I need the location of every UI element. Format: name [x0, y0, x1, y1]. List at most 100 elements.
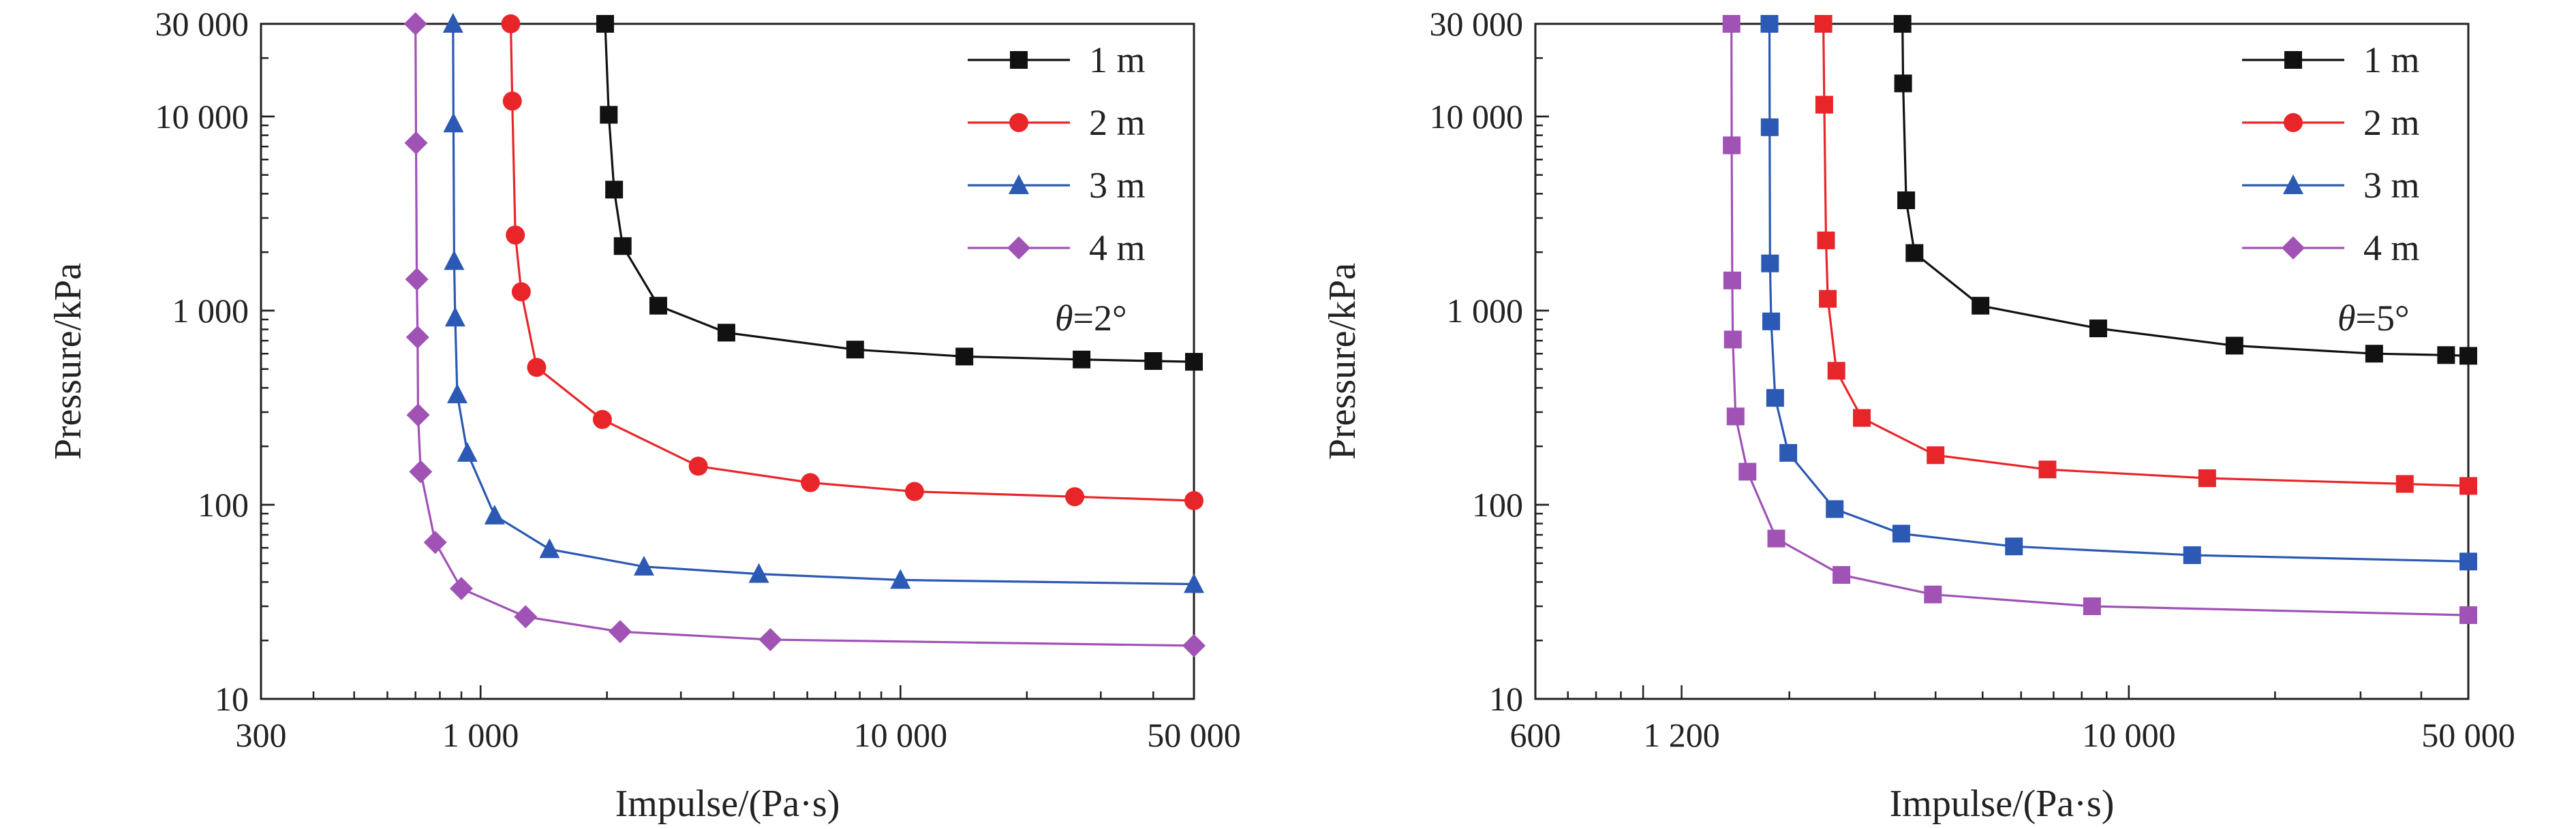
- data-point: [514, 605, 538, 629]
- data-point: [2225, 337, 2243, 355]
- data-point: [1144, 351, 1163, 370]
- data-point: [1897, 191, 1916, 210]
- series-line-4: [414, 23, 1195, 647]
- theta-symbol: θ: [1055, 298, 1073, 339]
- y-tick-label: 10: [215, 680, 249, 718]
- data-point: [2395, 475, 2414, 493]
- data-point: [1073, 350, 1091, 369]
- series-line-3: [452, 23, 1195, 586]
- data-point: [2083, 597, 2101, 616]
- data-point: [1779, 443, 1798, 462]
- data-point: [890, 569, 911, 589]
- data-point: [502, 91, 522, 111]
- legend-label: 4 m: [2363, 228, 2420, 268]
- data-point: [1723, 330, 1742, 349]
- data-point: [955, 347, 974, 366]
- data-point: [1817, 231, 1835, 249]
- data-point: [1762, 312, 1781, 330]
- data-point: [1184, 490, 1203, 510]
- angle-annotation: θ=5°: [2337, 298, 2410, 339]
- data-point: [1826, 500, 1844, 518]
- x-tick-label: 50 000: [1147, 716, 1241, 754]
- data-point: [1065, 487, 1085, 507]
- data-point: [2183, 546, 2201, 564]
- data-point: [1853, 409, 1871, 427]
- angle-annotation: θ=2°: [1055, 298, 1127, 339]
- data-point: [1819, 290, 1837, 308]
- data-point: [1767, 529, 1785, 548]
- legend-label: 3 m: [2363, 165, 2420, 206]
- x-tick-label: 1 200: [1643, 716, 1720, 754]
- legend: 1 m 2 m 3 m 4 m: [968, 40, 1146, 268]
- y-tick-label: 100: [1472, 486, 1523, 524]
- data-point: [904, 482, 924, 501]
- data-point: [527, 358, 547, 377]
- legend-label: 2 m: [2363, 102, 2420, 143]
- data-point: [600, 106, 618, 124]
- data-point: [1182, 634, 1206, 657]
- theta-symbol: θ: [2337, 298, 2356, 339]
- data-point: [2459, 552, 2477, 571]
- y-tick-label: 10: [1489, 680, 1523, 718]
- data-point: [846, 341, 864, 359]
- x-minor-ticks: [260, 685, 1195, 699]
- y-minor-ticks: [261, 22, 275, 700]
- y-tick-label: 1 000: [1447, 292, 1524, 330]
- plot-frame: [260, 22, 1195, 700]
- data-point: [1723, 136, 1741, 155]
- y-tick-label: 30 000: [1430, 5, 1524, 43]
- data-point: [1894, 74, 1912, 93]
- data-point: [1972, 296, 1990, 315]
- data-point: [406, 403, 430, 427]
- data-point: [596, 15, 614, 33]
- data-point: [1723, 271, 1741, 290]
- data-point: [2459, 347, 2477, 365]
- angle-value: =5°: [2356, 298, 2410, 339]
- data-point: [501, 14, 521, 33]
- x-minor-ticks: [1534, 685, 2470, 699]
- y-minor-ticks: [1535, 22, 1549, 700]
- data-point: [506, 225, 525, 245]
- x-tick-label: 10 000: [854, 716, 948, 754]
- data-point: [1893, 15, 1912, 33]
- x-tick-label: 1 000: [442, 716, 519, 754]
- x-axis-label: Impulse/(Pa·s): [615, 783, 840, 825]
- legend-marker: [2282, 236, 2305, 260]
- data-point: [449, 577, 473, 601]
- legend: 1 m 2 m 3 m 4 m: [2242, 40, 2420, 268]
- chart-panel-2: 600 1 200 10 000 50 000 10 100 1 000 10 000 30 0…: [1321, 5, 2515, 825]
- data-point: [748, 563, 769, 583]
- data-point: [1726, 407, 1745, 426]
- data-point: [2437, 346, 2455, 364]
- series-group: [403, 12, 1206, 657]
- data-point: [2365, 345, 2383, 363]
- data-point: [405, 267, 429, 291]
- data-point: [511, 282, 531, 302]
- data-point: [539, 538, 560, 559]
- data-point: [688, 456, 708, 476]
- data-point: [457, 441, 478, 462]
- legend-marker: [1009, 174, 1029, 194]
- legend-marker: [2284, 51, 2302, 69]
- x-tick-label: 50 000: [2421, 716, 2515, 754]
- data-point: [444, 307, 465, 327]
- legend-marker: [1009, 113, 1028, 132]
- data-point: [1761, 254, 1779, 272]
- data-point: [592, 409, 612, 429]
- data-point: [1722, 15, 1741, 33]
- series-group: [1722, 15, 2477, 625]
- plot-frame: [1534, 22, 2470, 700]
- data-point: [443, 112, 464, 133]
- data-point: [717, 324, 735, 342]
- data-point: [1766, 389, 1784, 407]
- data-point: [442, 13, 463, 33]
- data-point: [2198, 469, 2216, 488]
- data-point: [446, 384, 467, 404]
- legend-label: 1 m: [1089, 40, 1146, 80]
- data-point: [1815, 95, 1833, 114]
- chart-panel-1: 300 1 000 10 000 50 000 10 100 1 000 10 000 30 0…: [47, 5, 1241, 825]
- legend-marker: [1007, 236, 1030, 260]
- legend-label: 2 m: [1089, 102, 1146, 143]
- legend-label: 3 m: [1089, 165, 1146, 206]
